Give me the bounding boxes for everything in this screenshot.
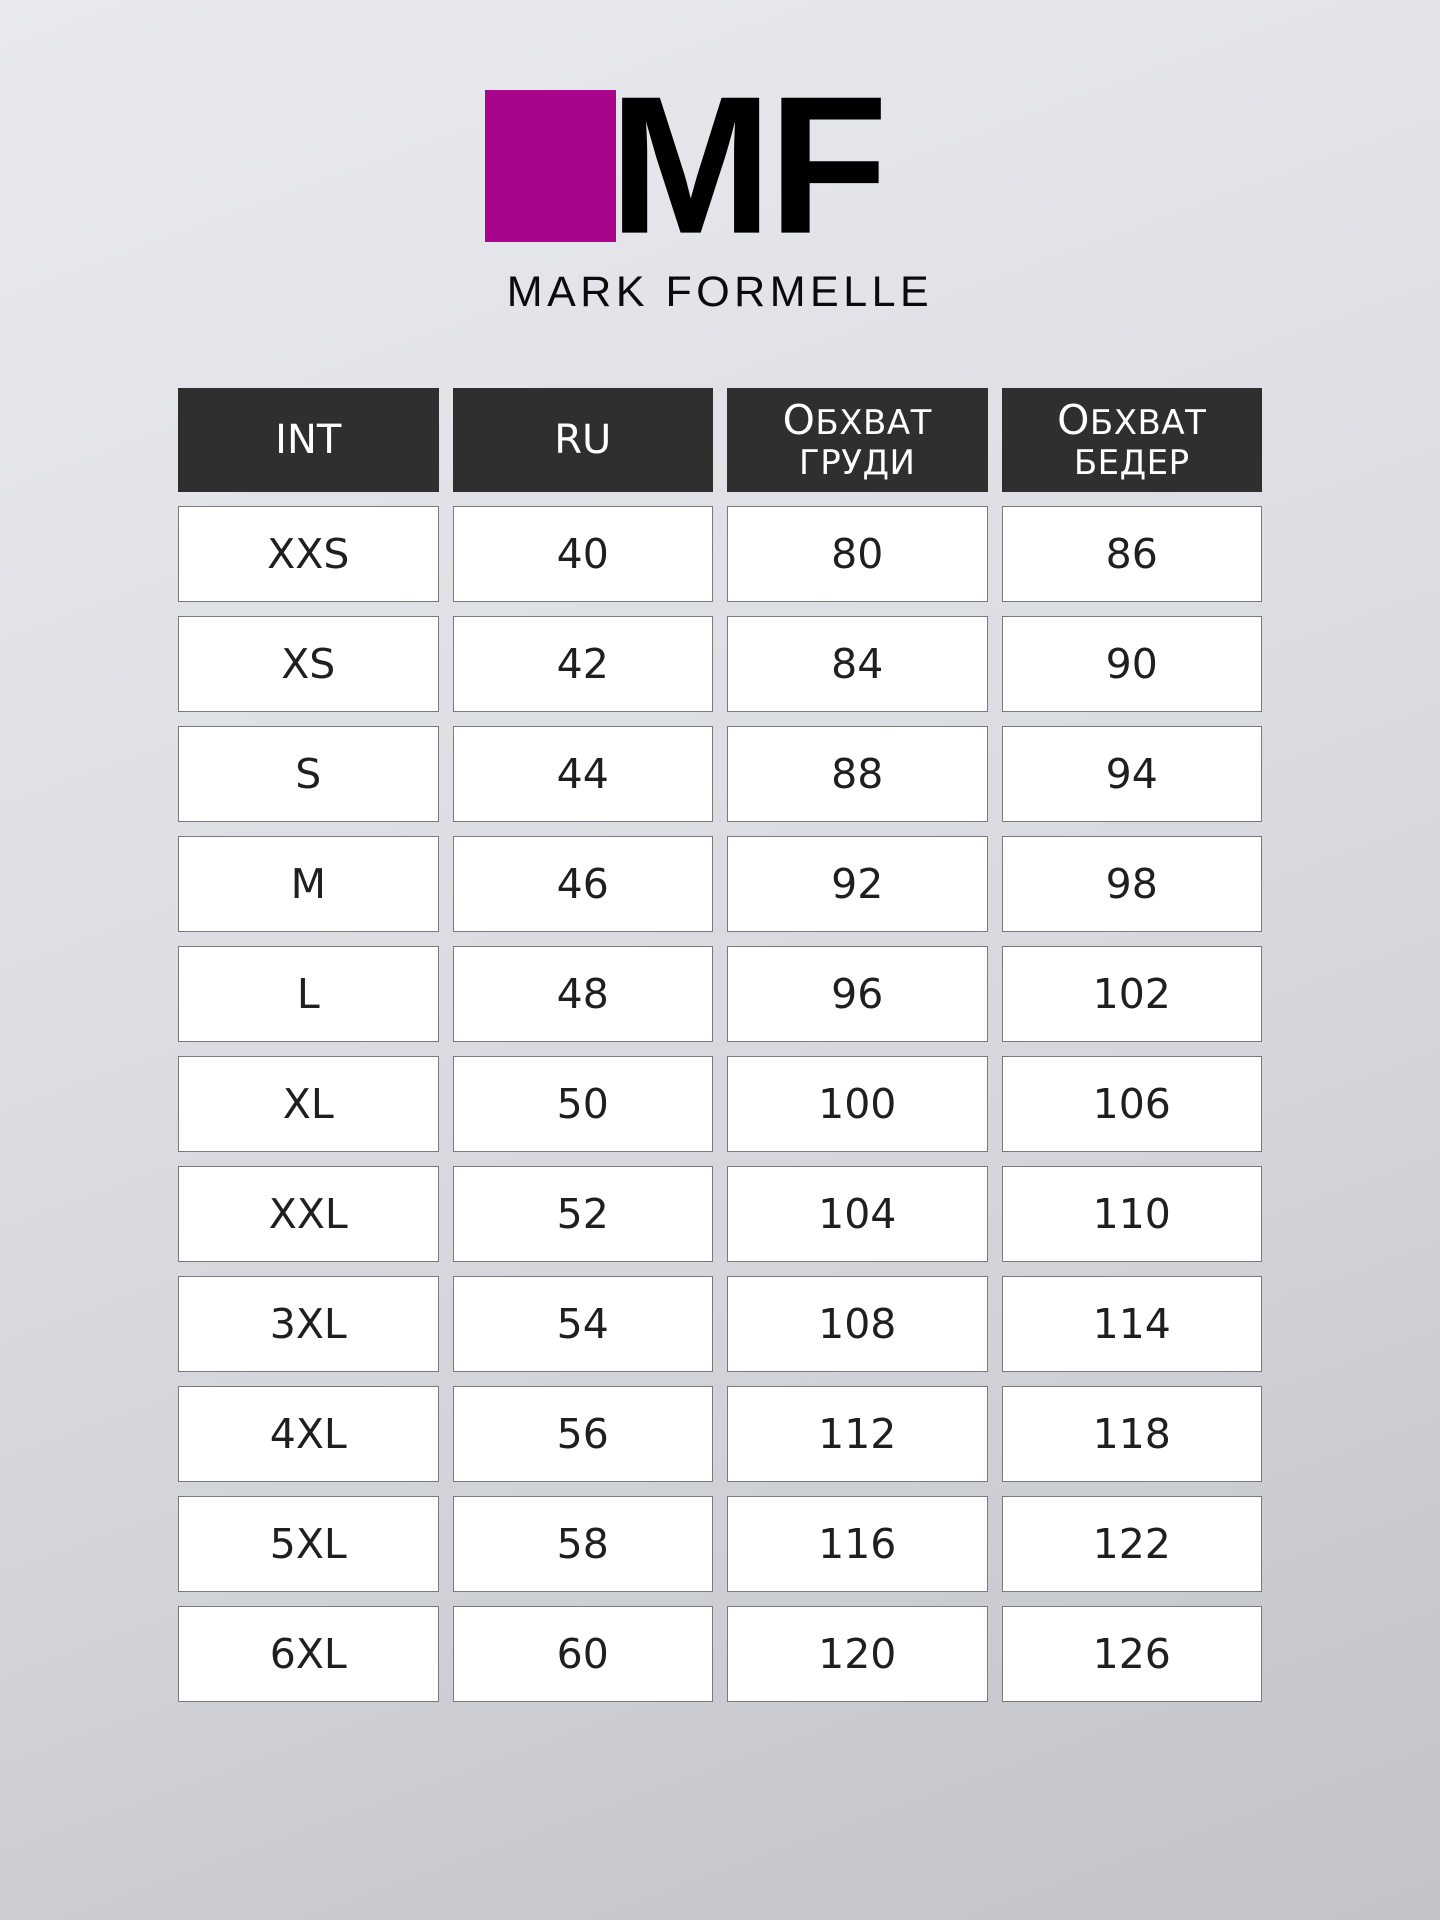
column-header-ru: RU — [452, 388, 713, 492]
cell-int: L — [178, 946, 439, 1042]
cell-int: 6XL — [178, 1606, 439, 1702]
table-row: 4XL 56 112 118 — [178, 1386, 1262, 1482]
cell-hips: 122 — [1001, 1496, 1262, 1592]
cell-int: M — [178, 836, 439, 932]
cell-chest: 80 — [727, 506, 988, 602]
cell-hips: 114 — [1001, 1276, 1262, 1372]
column-header-chest-line1: ОБХВАТ — [782, 396, 932, 444]
cell-hips: 102 — [1001, 946, 1262, 1042]
table-row: S 44 88 94 — [178, 726, 1262, 822]
table-row: L 48 96 102 — [178, 946, 1262, 1042]
cell-int: 4XL — [178, 1386, 439, 1482]
cell-ru: 54 — [452, 1276, 713, 1372]
cell-chest: 104 — [727, 1166, 988, 1262]
cell-ru: 60 — [452, 1606, 713, 1702]
cell-int: XS — [178, 616, 439, 712]
size-table: INT RU ОБХВАТ ГРУДИ ОБХВАТ БЕДЕР XXS 40 … — [178, 388, 1262, 1702]
cell-ru: 56 — [452, 1386, 713, 1482]
table-header-row: INT RU ОБХВАТ ГРУДИ ОБХВАТ БЕДЕР — [178, 388, 1262, 492]
cell-ru: 48 — [452, 946, 713, 1042]
cell-int: S — [178, 726, 439, 822]
cell-ru: 40 — [452, 506, 713, 602]
cell-chest: 100 — [727, 1056, 988, 1152]
table-row: XS 42 84 90 — [178, 616, 1262, 712]
cell-hips: 94 — [1001, 726, 1262, 822]
cell-int: 3XL — [178, 1276, 439, 1372]
cell-chest: 116 — [727, 1496, 988, 1592]
cell-hips: 86 — [1001, 506, 1262, 602]
cell-chest: 88 — [727, 726, 988, 822]
logo-magenta-square-icon — [485, 90, 616, 242]
cell-ru: 50 — [452, 1056, 713, 1152]
cell-ru: 58 — [452, 1496, 713, 1592]
brand-logo: MF MARK FORMELLE — [0, 55, 1440, 317]
cell-hips: 126 — [1001, 1606, 1262, 1702]
table-row: 3XL 54 108 114 — [178, 1276, 1262, 1372]
column-header-chest: ОБХВАТ ГРУДИ — [727, 388, 988, 492]
brand-wordmark: MARK FORMELLE — [506, 268, 934, 316]
cell-int: XL — [178, 1056, 439, 1152]
table-row: 5XL 58 116 122 — [178, 1496, 1262, 1592]
table-row: XL 50 100 106 — [178, 1056, 1262, 1152]
cell-ru: 44 — [452, 726, 713, 822]
column-header-hips: ОБХВАТ БЕДЕР — [1001, 388, 1262, 492]
cell-hips: 110 — [1001, 1166, 1262, 1262]
table-row: 6XL 60 120 126 — [178, 1606, 1262, 1702]
cell-chest: 92 — [727, 836, 988, 932]
cell-chest: 108 — [727, 1276, 988, 1372]
cell-int: XXL — [178, 1166, 439, 1262]
table-row: M 46 92 98 — [178, 836, 1262, 932]
cell-chest: 84 — [727, 616, 988, 712]
table-row: XXL 52 104 110 — [178, 1166, 1262, 1262]
column-header-chest-line2: ГРУДИ — [799, 442, 916, 483]
cell-ru: 42 — [452, 616, 713, 712]
logo-letters: MF — [609, 55, 888, 275]
cell-chest: 120 — [727, 1606, 988, 1702]
cell-ru: 46 — [452, 836, 713, 932]
logo-mark: MF — [485, 55, 955, 275]
cell-hips: 106 — [1001, 1056, 1262, 1152]
column-header-int: INT — [178, 388, 439, 492]
cell-int: XXS — [178, 506, 439, 602]
cell-hips: 98 — [1001, 836, 1262, 932]
cell-chest: 112 — [727, 1386, 988, 1482]
cell-hips: 118 — [1001, 1386, 1262, 1482]
column-header-hips-line1: ОБХВАТ — [1057, 396, 1207, 444]
cell-chest: 96 — [727, 946, 988, 1042]
cell-int: 5XL — [178, 1496, 439, 1592]
column-header-hips-line2: БЕДЕР — [1073, 442, 1190, 483]
table-row: XXS 40 80 86 — [178, 506, 1262, 602]
cell-ru: 52 — [452, 1166, 713, 1262]
cell-hips: 90 — [1001, 616, 1262, 712]
